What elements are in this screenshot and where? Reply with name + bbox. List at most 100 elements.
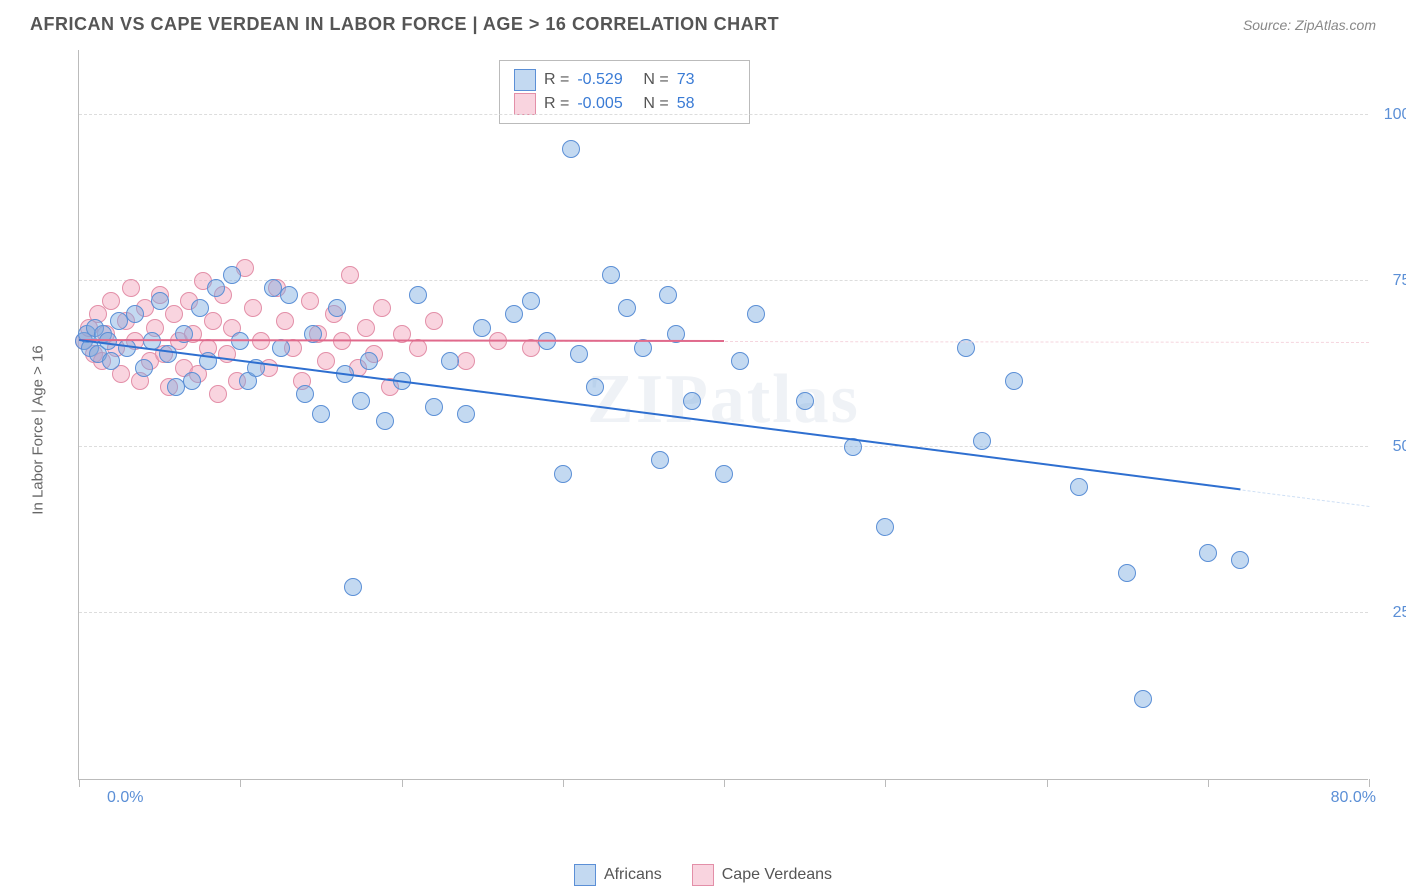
y-tick-label: 100.0% — [1378, 106, 1406, 124]
r-label-a: R = — [544, 71, 569, 89]
stats-row-b: R = -0.005 N = 58 — [514, 93, 735, 115]
data-point-a — [659, 286, 677, 304]
data-point-a — [126, 305, 144, 323]
data-point-a — [135, 359, 153, 377]
data-point-a — [1199, 544, 1217, 562]
chart-header: AFRICAN VS CAPE VERDEAN IN LABOR FORCE |… — [0, 0, 1406, 45]
data-point-a — [586, 378, 604, 396]
legend-item-a: Africans — [574, 864, 662, 886]
data-point-a — [409, 286, 427, 304]
r-label-b: R = — [544, 95, 569, 113]
gridline — [79, 114, 1368, 115]
data-point-a — [731, 352, 749, 370]
data-point-a — [457, 405, 475, 423]
n-label-a: N = — [643, 71, 668, 89]
watermark: ZIPatlas — [587, 360, 860, 440]
data-point-b — [425, 312, 443, 330]
data-point-a — [1134, 690, 1152, 708]
x-tick — [885, 779, 886, 787]
x-axis-max-label: 80.0% — [1331, 789, 1376, 807]
swatch-b-icon — [514, 93, 536, 115]
data-point-b — [276, 312, 294, 330]
legend-label-b: Cape Verdeans — [722, 866, 832, 884]
data-point-a — [1070, 478, 1088, 496]
gridline — [79, 612, 1368, 613]
data-point-a — [352, 392, 370, 410]
data-point-b — [357, 319, 375, 337]
data-point-a — [522, 292, 540, 310]
data-point-a — [1005, 372, 1023, 390]
data-point-a — [296, 385, 314, 403]
x-tick — [563, 779, 564, 787]
data-point-a — [618, 299, 636, 317]
legend: Africans Cape Verdeans — [0, 864, 1406, 886]
plot-area: ZIPatlas R = -0.529 N = 73 R = -0.005 N … — [78, 50, 1368, 780]
data-point-b — [165, 305, 183, 323]
data-point-a — [796, 392, 814, 410]
legend-swatch-b-icon — [692, 864, 714, 886]
data-point-a — [747, 305, 765, 323]
x-tick — [1369, 779, 1370, 787]
data-point-a — [272, 339, 290, 357]
data-point-a — [651, 451, 669, 469]
r-value-a: -0.529 — [577, 71, 635, 89]
y-axis-label: In Labor Force | Age > 16 — [30, 345, 47, 514]
x-tick — [402, 779, 403, 787]
legend-item-b: Cape Verdeans — [692, 864, 832, 886]
data-point-a — [280, 286, 298, 304]
data-point-a — [554, 465, 572, 483]
data-point-a — [376, 412, 394, 430]
data-point-a — [1231, 551, 1249, 569]
legend-label-a: Africans — [604, 866, 662, 884]
source-name: ZipAtlas.com — [1295, 17, 1376, 33]
data-point-b — [102, 292, 120, 310]
data-point-a — [183, 372, 201, 390]
x-tick — [1208, 779, 1209, 787]
data-point-a — [207, 279, 225, 297]
data-point-b — [301, 292, 319, 310]
n-label-b: N = — [643, 95, 668, 113]
n-value-b: 58 — [677, 95, 735, 113]
data-point-a — [715, 465, 733, 483]
n-value-a: 73 — [677, 71, 735, 89]
data-point-a — [473, 319, 491, 337]
data-point-a — [151, 292, 169, 310]
data-point-b — [341, 266, 359, 284]
data-point-a — [191, 299, 209, 317]
chart-title: AFRICAN VS CAPE VERDEAN IN LABOR FORCE |… — [30, 14, 779, 35]
x-tick — [79, 779, 80, 787]
data-point-a — [159, 345, 177, 363]
chart-container: In Labor Force | Age > 16 ZIPatlas R = -… — [48, 50, 1378, 810]
data-point-b — [457, 352, 475, 370]
data-point-a — [425, 398, 443, 416]
data-point-b — [204, 312, 222, 330]
data-point-b — [317, 352, 335, 370]
data-point-b — [122, 279, 140, 297]
data-point-a — [344, 578, 362, 596]
chart-source: Source: ZipAtlas.com — [1243, 17, 1376, 33]
y-tick-label: 75.0% — [1378, 272, 1406, 290]
data-point-a — [602, 266, 620, 284]
data-point-a — [328, 299, 346, 317]
x-tick — [724, 779, 725, 787]
data-point-b — [244, 299, 262, 317]
y-tick-label: 25.0% — [1378, 604, 1406, 622]
legend-swatch-a-icon — [574, 864, 596, 886]
data-point-a — [562, 140, 580, 158]
data-point-a — [505, 305, 523, 323]
source-prefix: Source: — [1243, 17, 1295, 33]
data-point-b — [373, 299, 391, 317]
stats-row-a: R = -0.529 N = 73 — [514, 69, 735, 91]
data-point-a — [102, 352, 120, 370]
data-point-a — [1118, 564, 1136, 582]
data-point-a — [876, 518, 894, 536]
data-point-a — [441, 352, 459, 370]
data-point-a — [973, 432, 991, 450]
data-point-a — [360, 352, 378, 370]
gridline — [79, 446, 1368, 447]
y-tick-label: 50.0% — [1378, 438, 1406, 456]
swatch-a-icon — [514, 69, 536, 91]
data-point-b — [209, 385, 227, 403]
data-point-a — [570, 345, 588, 363]
data-point-a — [683, 392, 701, 410]
